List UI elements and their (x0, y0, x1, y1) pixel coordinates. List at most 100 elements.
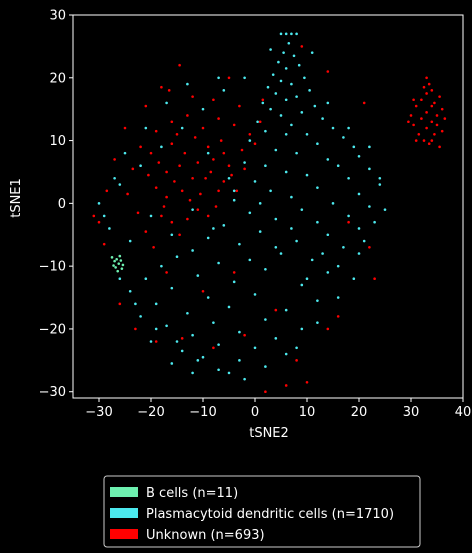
data-point (123, 126, 127, 130)
data-point (373, 220, 376, 224)
data-point (126, 192, 129, 196)
data-point (305, 277, 309, 281)
data-point (240, 148, 244, 152)
data-point (97, 202, 101, 205)
x-tick-label: 40 (455, 405, 472, 420)
data-point (152, 246, 155, 249)
data-point (279, 114, 283, 117)
data-point (284, 98, 288, 102)
data-point (264, 267, 267, 271)
data-point (212, 98, 215, 102)
data-point (300, 283, 304, 287)
data-point (271, 73, 275, 76)
data-point (253, 142, 257, 146)
data-point (206, 151, 210, 155)
data-point (347, 176, 350, 180)
data-point (425, 76, 428, 80)
data-point (243, 377, 246, 381)
data-point (232, 198, 236, 202)
data-point (201, 289, 205, 293)
data-point (147, 173, 150, 177)
data-point (196, 208, 200, 211)
data-point (167, 89, 171, 92)
data-point (269, 107, 272, 111)
data-point (118, 302, 122, 306)
data-point (258, 120, 262, 124)
data-point (438, 145, 441, 149)
data-point (232, 271, 236, 274)
data-point (362, 101, 366, 105)
data-point (212, 227, 215, 230)
x-tick-label: 30 (403, 405, 420, 420)
data-point (290, 82, 293, 86)
data-point (290, 123, 293, 127)
data-point (290, 195, 293, 199)
data-point (165, 195, 168, 199)
data-point (119, 259, 123, 262)
data-point (438, 95, 441, 98)
data-point (305, 381, 309, 384)
data-point (326, 233, 330, 237)
data-point (170, 362, 174, 365)
data-point (160, 264, 163, 268)
data-point (430, 120, 434, 124)
data-point (347, 126, 350, 130)
data-point (217, 261, 220, 265)
data-point (154, 302, 158, 306)
data-point (264, 390, 267, 394)
series-1 (97, 32, 387, 381)
data-point (243, 167, 246, 171)
data-point (162, 205, 166, 208)
data-point (154, 327, 158, 331)
series-2 (92, 45, 447, 394)
data-point (222, 180, 226, 183)
data-point (170, 120, 174, 124)
data-point (116, 269, 120, 273)
data-point (264, 164, 267, 167)
data-point (238, 104, 241, 108)
data-point (191, 249, 194, 252)
data-point (128, 289, 132, 293)
data-point (305, 133, 309, 136)
data-point (440, 107, 444, 111)
data-point (347, 220, 350, 224)
data-point (326, 327, 330, 331)
data-point (139, 145, 142, 149)
data-point (186, 311, 189, 315)
data-point (357, 192, 361, 196)
data-point (336, 264, 340, 268)
data-point (165, 101, 168, 105)
data-point (407, 120, 410, 124)
data-point (92, 214, 96, 218)
y-tick-label: 0 (58, 197, 66, 212)
data-point (149, 214, 153, 218)
data-point (165, 324, 168, 328)
data-point (175, 133, 179, 136)
data-point (316, 186, 319, 189)
y-tick-label: −30 (39, 385, 66, 400)
data-point (230, 173, 233, 177)
data-point (217, 368, 220, 372)
data-point (274, 337, 278, 340)
data-point (420, 98, 423, 102)
data-point (274, 217, 278, 221)
data-point (180, 349, 184, 353)
data-point (212, 158, 215, 161)
data-point (196, 161, 200, 164)
data-point (284, 352, 288, 356)
data-point (238, 242, 241, 246)
data-point (149, 340, 153, 343)
data-point (274, 92, 278, 95)
data-point (342, 246, 345, 249)
data-point (277, 60, 280, 64)
data-point (427, 142, 431, 146)
data-point (290, 32, 293, 36)
data-point (243, 333, 246, 337)
data-point (430, 139, 434, 142)
data-point (232, 123, 236, 127)
y-tick-label: −20 (39, 322, 66, 337)
data-point (227, 305, 231, 309)
data-point (217, 76, 220, 80)
data-point (274, 148, 278, 152)
data-point (206, 296, 210, 299)
